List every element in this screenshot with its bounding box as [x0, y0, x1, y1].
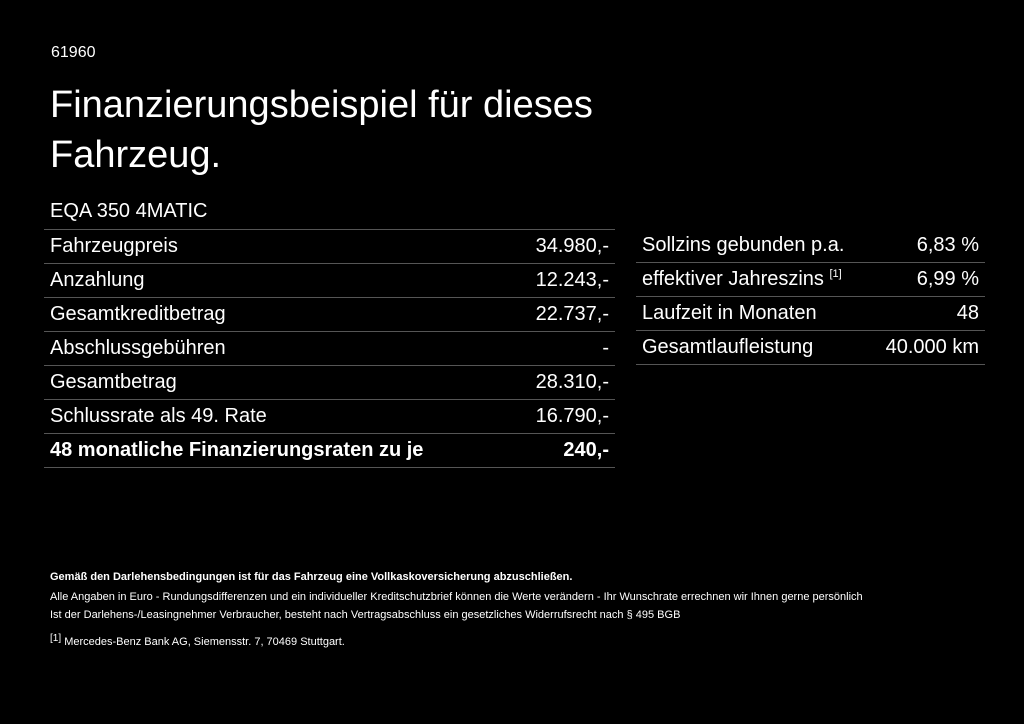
row-label: Sollzins gebunden p.a. — [642, 234, 845, 256]
footnote-text: Mercedes-Benz Bank AG, Siemensstr. 7, 70… — [64, 636, 345, 648]
note-line: Ist der Darlehens-/Leasingnehmer Verbrau… — [50, 609, 681, 621]
note-line: Alle Angaben in Euro - Rundungsdifferenz… — [50, 591, 863, 603]
row-value: 48 — [869, 296, 985, 331]
rates-table: Sollzins gebunden p.a. 6,83 % effektiver J… — [636, 229, 985, 365]
row-label: Schlussrate als 49. Rate — [44, 399, 512, 434]
row-label: Gesamtkreditbetrag — [44, 297, 512, 332]
row-label: Abschlussgebühren — [44, 331, 512, 366]
table-row: Laufzeit in Monaten 48 — [636, 296, 985, 331]
row-value: 6,83 % — [869, 229, 985, 263]
row-value: 12.243,- — [511, 263, 615, 298]
row-label-cell: Gesamtlaufleistung — [636, 330, 870, 365]
row-value: - — [511, 331, 615, 366]
row-value: 28.310,- — [511, 365, 615, 400]
table-row: Gesamtbetrag 28.310,- — [44, 365, 615, 400]
row-label-cell: Laufzeit in Monaten — [636, 296, 870, 331]
row-label: Anzahlung — [44, 263, 512, 298]
table-row: Abschlussgebühren - — [44, 331, 615, 366]
row-label-cell: effektiver Jahreszins [1] — [636, 262, 870, 297]
table-row: 48 monatliche Finanzierungsraten zu je 24… — [44, 433, 615, 468]
note-bold: Gemäß den Darlehensbedingungen ist für d… — [50, 571, 573, 583]
row-value: 240,- — [511, 433, 615, 468]
table-row: Anzahlung 12.243,- — [44, 263, 615, 298]
row-label: Laufzeit in Monaten — [642, 302, 817, 324]
row-value: 22.737,- — [511, 297, 615, 332]
footnote: [1] Mercedes-Benz Bank AG, Siemensstr. 7… — [50, 633, 345, 648]
row-label: 48 monatliche Finanzierungsraten zu je — [44, 433, 512, 468]
row-note: [1] — [829, 268, 842, 280]
row-label: Fahrzeugpreis — [44, 229, 512, 264]
table-row: Fahrzeugpreis 34.980,- — [44, 229, 615, 264]
row-label: Gesamtbetrag — [44, 365, 512, 400]
table-row: Sollzins gebunden p.a. 6,83 % — [636, 229, 985, 263]
title: Finanzierungsbeispiel für dieses Fahrzeu… — [50, 84, 593, 176]
table-row: effektiver Jahreszins [1] 6,99 % — [636, 262, 985, 297]
footnote-mark: [1] — [50, 633, 62, 644]
row-label: effektiver Jahreszins — [642, 268, 824, 290]
code: 61960 — [51, 44, 96, 61]
row-label-cell: Sollzins gebunden p.a. — [636, 229, 870, 263]
row-label: Gesamtlaufleistung — [642, 336, 814, 358]
row-value: 34.980,- — [511, 229, 615, 264]
financing-table: Fahrzeugpreis 34.980,- Anzahlung 12.243,- Ge… — [44, 229, 615, 468]
row-value: 40.000 km — [869, 330, 985, 365]
table-row: Gesamtkreditbetrag 22.737,- — [44, 297, 615, 332]
row-value: 6,99 % — [869, 262, 985, 297]
model: EQA 350 4MATIC — [50, 200, 208, 222]
row-value: 16.790,- — [511, 399, 615, 434]
table-row: Schlussrate als 49. Rate 16.790,- — [44, 399, 615, 434]
table-row: Gesamtlaufleistung 40.000 km — [636, 330, 985, 365]
